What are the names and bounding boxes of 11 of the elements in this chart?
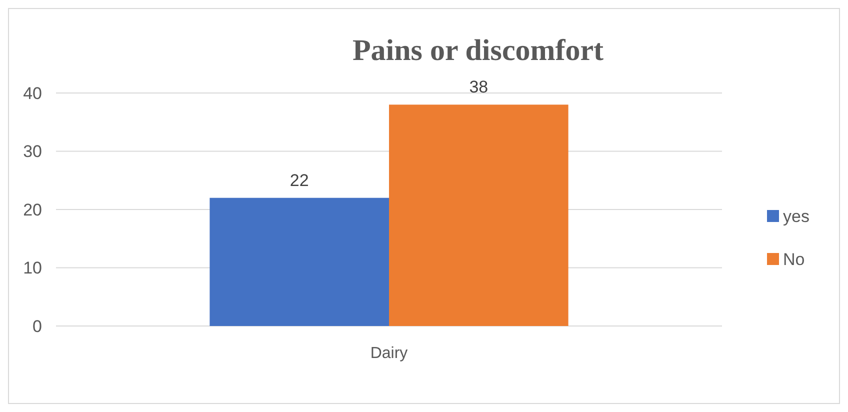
legend-label: No <box>783 250 805 269</box>
y-tick-label: 0 <box>32 316 42 336</box>
chart-title: Pains or discomfort <box>352 34 604 67</box>
y-tick-label: 40 <box>23 84 42 103</box>
y-tick-label: 10 <box>23 258 42 278</box>
data-label: 38 <box>469 78 488 97</box>
x-tick-label: Dairy <box>370 345 408 362</box>
data-label: 22 <box>290 170 309 190</box>
legend-label: yes <box>783 206 810 226</box>
y-tick-label: 30 <box>23 142 42 162</box>
y-tick-label: 20 <box>23 200 42 220</box>
